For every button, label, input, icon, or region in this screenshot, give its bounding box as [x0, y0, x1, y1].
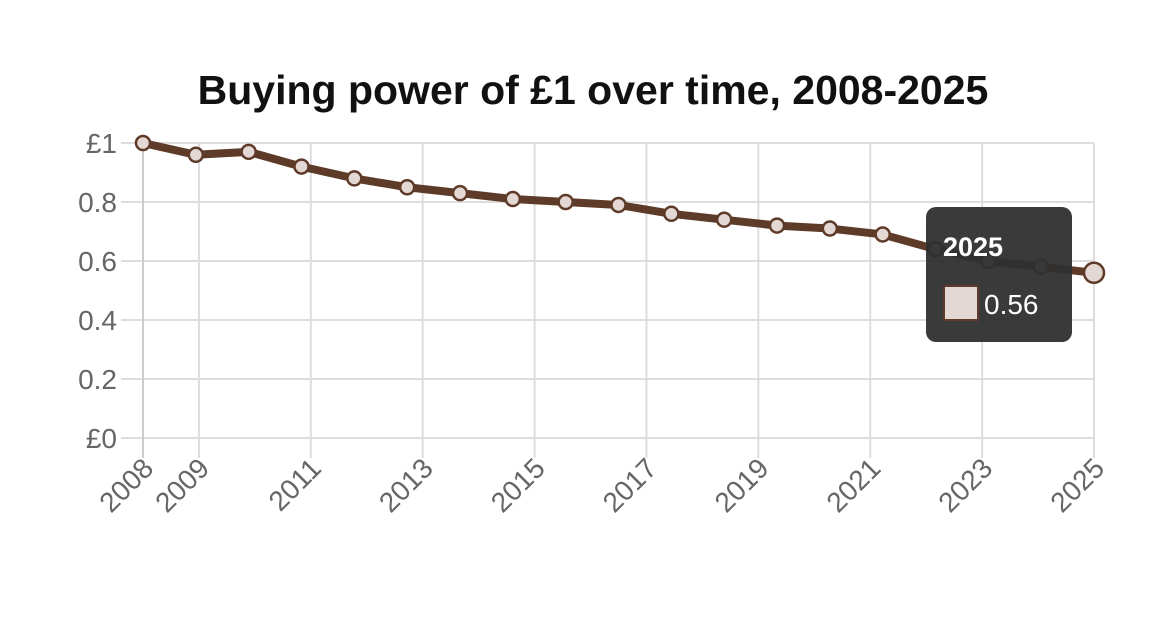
x-tick-label: 2019 — [709, 452, 775, 518]
y-tick-label: £0 — [86, 423, 117, 454]
data-point[interactable] — [557, 193, 574, 211]
y-tick-label: 0.2 — [78, 364, 117, 395]
data-point[interactable] — [134, 134, 152, 152]
data-point[interactable] — [715, 211, 733, 228]
data-point[interactable] — [874, 226, 891, 243]
x-tick-label: 2013 — [373, 452, 439, 518]
data-point[interactable] — [346, 170, 363, 187]
tooltip-title: 2025 — [943, 232, 1003, 262]
x-tick-label: 2023 — [932, 452, 998, 518]
data-point[interactable] — [240, 143, 257, 161]
data-point[interactable] — [610, 196, 627, 214]
x-tick-label: 2015 — [485, 452, 551, 518]
tooltip-swatch — [943, 285, 979, 321]
grid-layer — [121, 142, 1095, 458]
data-point[interactable] — [451, 184, 469, 202]
y-tick-label: 0.8 — [78, 187, 117, 218]
data-point[interactable] — [663, 205, 680, 223]
data-point[interactable] — [768, 217, 786, 234]
x-tick-label: 2011 — [263, 452, 328, 517]
active-data-point[interactable] — [1082, 261, 1106, 285]
x-tick-label: 2021 — [821, 452, 887, 518]
x-tick-label: 2025 — [1044, 452, 1110, 518]
tooltip-value: 0.56 — [984, 289, 1039, 320]
data-point[interactable] — [504, 190, 522, 208]
tooltip-box — [926, 207, 1072, 342]
y-tick-label: £1 — [86, 128, 117, 159]
y-tick-label: 0.4 — [78, 305, 117, 336]
tooltip: 2025 0.56 — [926, 207, 1072, 342]
data-point[interactable] — [187, 146, 205, 164]
data-point[interactable] — [398, 179, 416, 196]
x-tick-label: 2008 — [93, 452, 159, 518]
x-tick-label: 2009 — [149, 452, 215, 518]
y-tick-label: 0.6 — [78, 246, 117, 277]
data-point[interactable] — [293, 158, 310, 175]
chart-title: Buying power of £1 over time, 2008-2025 — [198, 67, 989, 113]
x-tick-label: 2017 — [597, 452, 663, 518]
data-point[interactable] — [821, 220, 839, 237]
